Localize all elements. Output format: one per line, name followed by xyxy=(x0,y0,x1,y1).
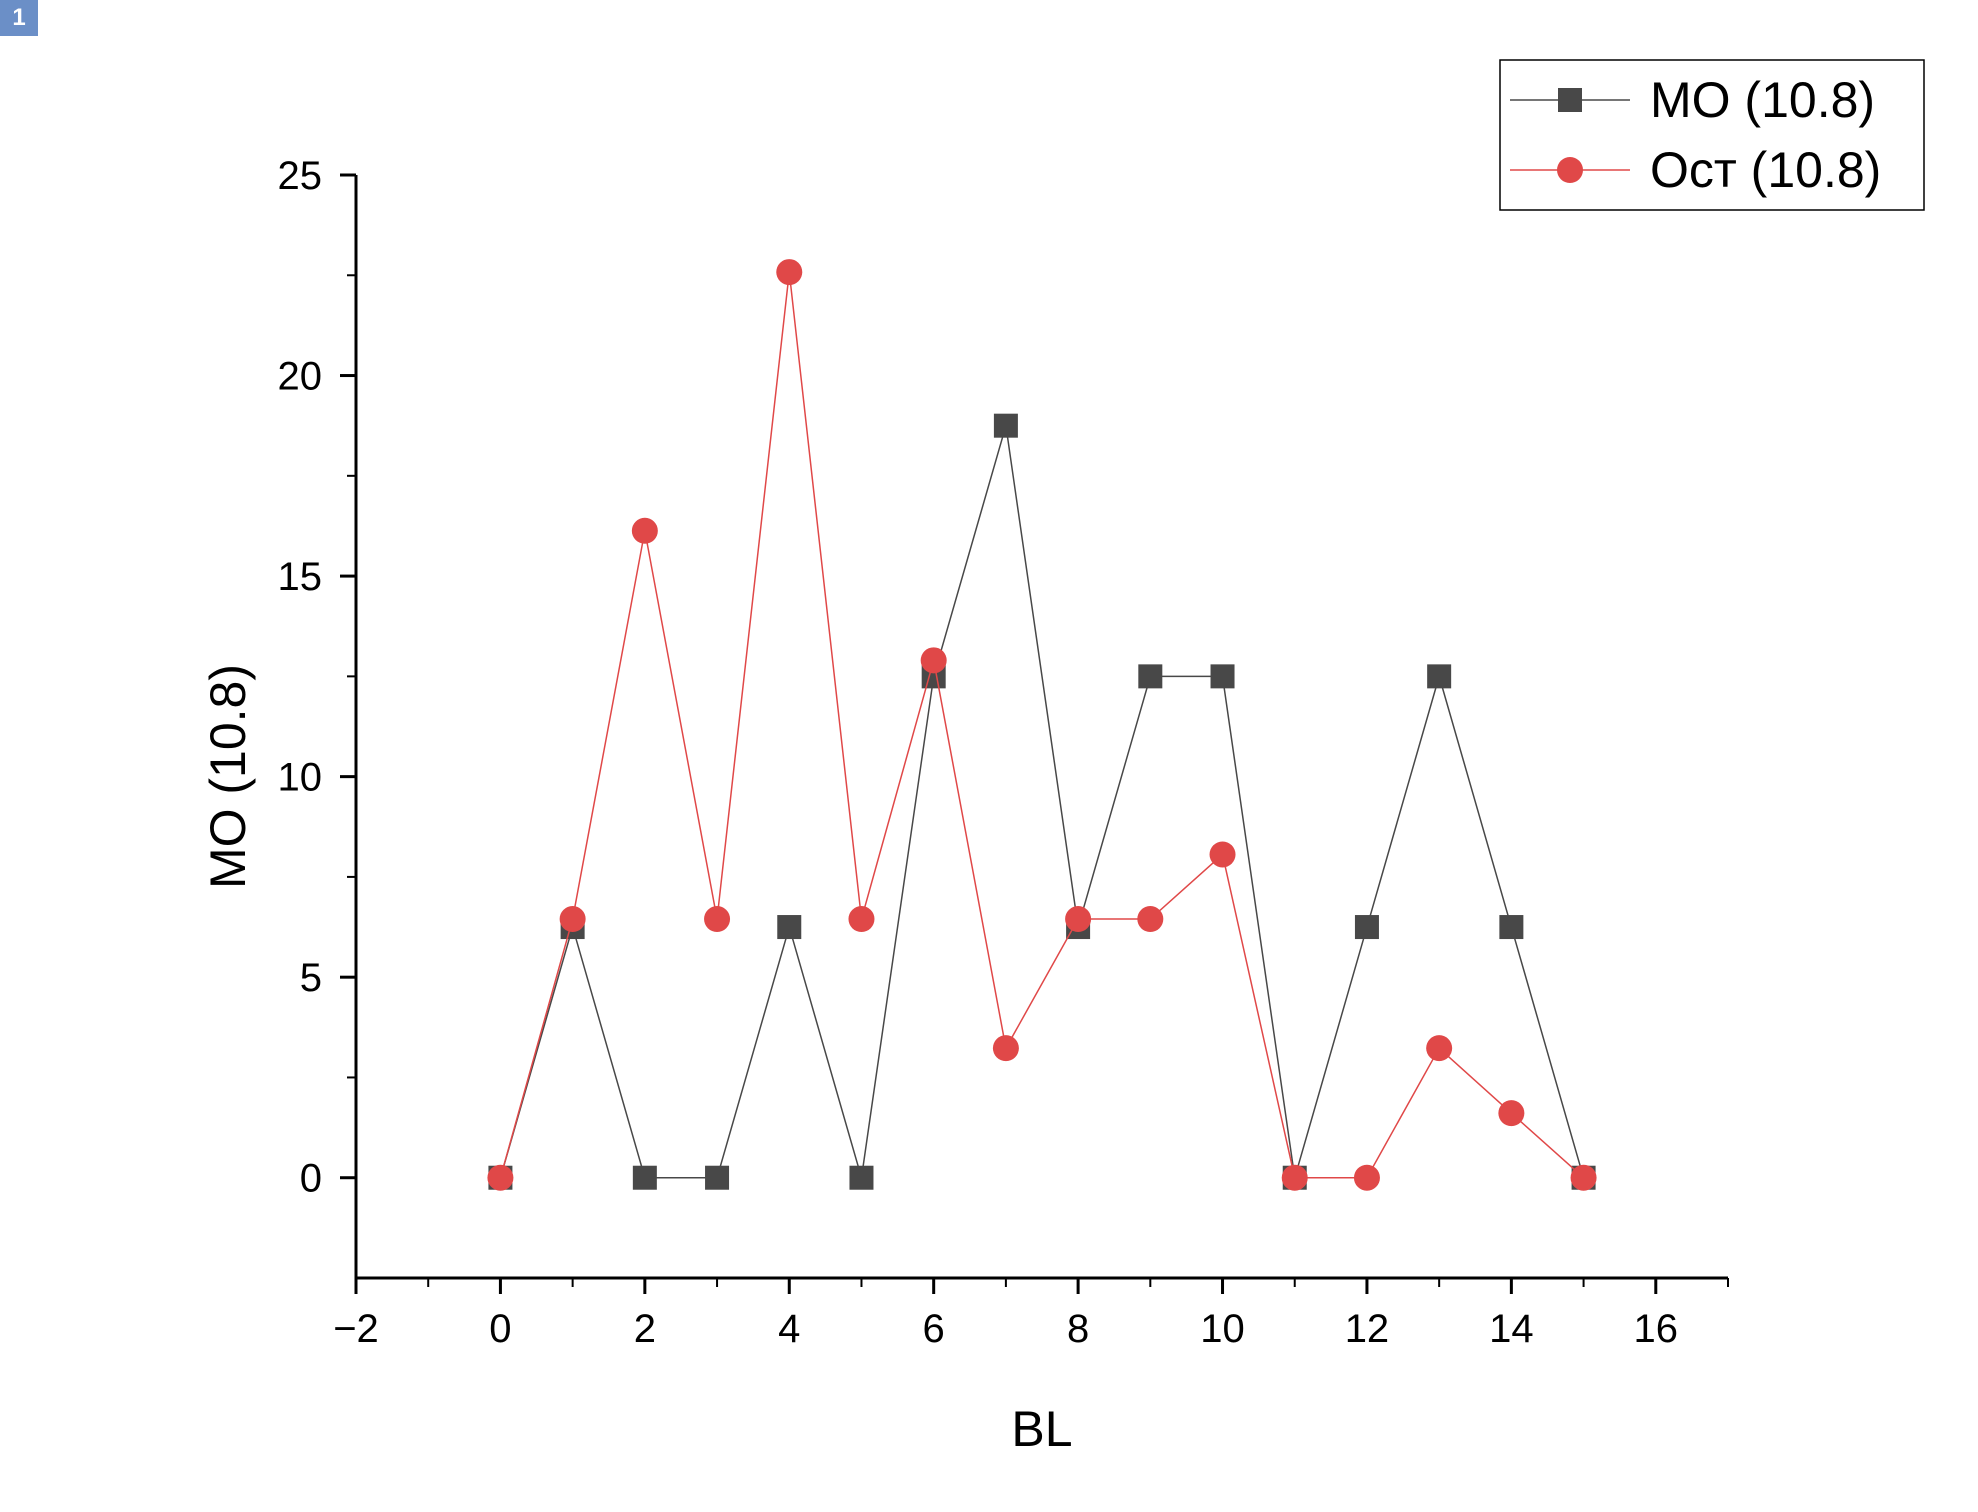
legend: MO (10.8) Ост (10.8) xyxy=(1499,59,1925,211)
data-point-circle xyxy=(1498,1100,1525,1127)
y-tick-label: 10 xyxy=(278,756,323,800)
data-point-square xyxy=(1354,915,1379,940)
data-point-circle xyxy=(776,259,803,286)
x-tick-label: 14 xyxy=(1489,1307,1534,1351)
data-point-circle xyxy=(1209,841,1236,868)
data-point-circle xyxy=(631,517,658,544)
data-point-circle xyxy=(1137,906,1164,933)
data-point-square xyxy=(993,413,1018,438)
y-tick-label: 25 xyxy=(278,154,323,198)
data-point-circle xyxy=(920,647,947,674)
series-line xyxy=(499,425,1585,1179)
series-2 xyxy=(487,259,1597,1191)
x-tick-label: 0 xyxy=(489,1307,511,1351)
x-tick-label: 10 xyxy=(1200,1307,1245,1351)
data-point-square xyxy=(777,915,802,940)
x-tick-label: 6 xyxy=(923,1307,945,1351)
legend-box xyxy=(1499,59,1925,211)
series-line xyxy=(499,271,1585,1179)
y-tick-label: 20 xyxy=(278,355,323,399)
legend-label: Ост (10.8) xyxy=(1650,142,1881,198)
data-point-square xyxy=(632,1165,657,1190)
data-point-circle xyxy=(1426,1035,1453,1062)
x-tick-label: 8 xyxy=(1067,1307,1089,1351)
data-point-circle xyxy=(487,1164,514,1191)
data-point-circle xyxy=(1065,906,1092,933)
data-point-square xyxy=(1210,664,1235,689)
y-tick-label: 5 xyxy=(300,956,322,1000)
data-point-circle xyxy=(848,906,875,933)
data-point-circle xyxy=(1353,1164,1380,1191)
y-tick-label: 15 xyxy=(278,555,323,599)
legend-marker-circle xyxy=(1557,157,1583,183)
legend-item-1: MO (10.8) xyxy=(1510,72,1875,128)
y-axis-title: MO (10.8) xyxy=(200,664,256,889)
data-point-circle xyxy=(1570,1164,1597,1191)
legend-label: MO (10.8) xyxy=(1650,72,1875,128)
legend-marker-square xyxy=(1558,88,1582,112)
y-tick-label: 0 xyxy=(300,1157,322,1201)
data-point-square xyxy=(849,1165,874,1190)
x-tick-label: −2 xyxy=(333,1307,379,1351)
page-number-badge: 1 xyxy=(0,0,38,36)
data-point-square xyxy=(1499,915,1524,940)
data-point-circle xyxy=(704,906,731,933)
x-axis-title: BL xyxy=(1011,1401,1072,1457)
data-point-square xyxy=(705,1165,730,1190)
axes: −2 0 2 4 6 8 10 12 14 16 0 5 10 15 20 25 xyxy=(278,154,1729,1351)
series-layer xyxy=(487,259,1597,1191)
x-tick-label: 16 xyxy=(1634,1307,1679,1351)
data-point-circle xyxy=(1281,1164,1308,1191)
legend-item-2: Ост (10.8) xyxy=(1510,142,1881,198)
data-point-circle xyxy=(559,906,586,933)
x-tick-label: 4 xyxy=(778,1307,800,1351)
data-point-square xyxy=(1427,664,1452,689)
data-point-square xyxy=(1138,664,1163,689)
x-tick-label: 12 xyxy=(1345,1307,1390,1351)
x-tick-label: 2 xyxy=(634,1307,656,1351)
data-point-circle xyxy=(992,1035,1019,1062)
